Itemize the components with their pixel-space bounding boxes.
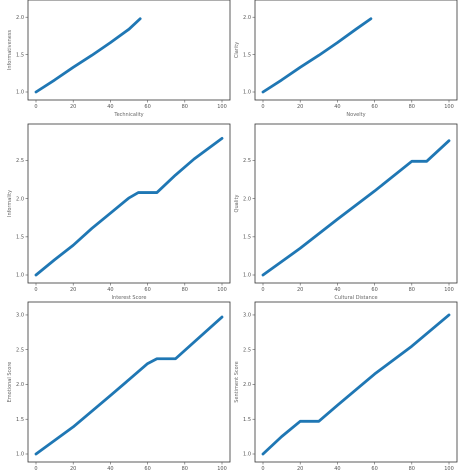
x-tick-label: 40 bbox=[107, 104, 113, 110]
x-tick-label: 20 bbox=[70, 104, 76, 110]
x-tick-label: 0 bbox=[34, 287, 37, 293]
y-tick-label: 2.0 bbox=[243, 196, 251, 202]
x-tick-label: 80 bbox=[182, 104, 188, 110]
y-axis-label: Quality bbox=[234, 195, 240, 213]
subplot-5: 0 20 40 60 80 100 1.0 1.5 2.0 2.5 3.0 Emotional Sco… bbox=[7, 301, 231, 472]
x-axis-label: Novelty bbox=[346, 112, 365, 118]
y-tick-label: 1.5 bbox=[243, 235, 251, 241]
x-axis-label: Interest Score bbox=[112, 295, 147, 301]
x-tick-label: 100 bbox=[217, 287, 227, 293]
y-tick-label: 2.5 bbox=[16, 347, 24, 353]
x-tick-label: 80 bbox=[409, 287, 415, 293]
y-tick-label: 2.5 bbox=[16, 158, 24, 164]
x-tick-label: 0 bbox=[261, 287, 264, 293]
data-series-line bbox=[34, 136, 224, 277]
y-tick-label: 1.0 bbox=[16, 273, 24, 279]
y-tick-label: 1.5 bbox=[16, 52, 24, 58]
data-series-line bbox=[261, 17, 373, 94]
y-tick-label: 1.5 bbox=[243, 52, 251, 58]
y-tick-label: 2.0 bbox=[16, 196, 24, 202]
x-tick-label: 100 bbox=[217, 466, 227, 472]
axes-frame bbox=[254, 0, 458, 101]
axes-frame bbox=[27, 0, 231, 101]
y-axis-label: Emotional Score bbox=[7, 362, 13, 403]
y-tick-label: 1.0 bbox=[16, 452, 24, 458]
x-tick-label: 60 bbox=[371, 104, 377, 110]
y-tick-label: 2.5 bbox=[243, 347, 251, 353]
subplot-6: 0 20 40 60 80 100 1.0 1.5 2.0 2.5 3.0 Sentiment Sco… bbox=[234, 301, 458, 472]
x-tick-label: 100 bbox=[444, 104, 454, 110]
x-tick-label: 40 bbox=[334, 287, 340, 293]
x-tick-label: 60 bbox=[144, 466, 150, 472]
x-tick-label: 20 bbox=[297, 104, 303, 110]
x-tick-label: 0 bbox=[261, 104, 264, 110]
x-tick-label: 80 bbox=[409, 104, 415, 110]
y-tick-label: 1.0 bbox=[243, 273, 251, 279]
y-axis-label: Sentiment Score bbox=[234, 361, 240, 402]
y-tick-label: 1.0 bbox=[243, 90, 251, 96]
x-tick-label: 20 bbox=[70, 466, 76, 472]
x-tick-label: 40 bbox=[334, 466, 340, 472]
y-axis-label: Informality bbox=[7, 190, 13, 217]
x-tick-label: 0 bbox=[34, 466, 37, 472]
x-axis-label: Technicality bbox=[113, 112, 143, 118]
y-tick-label: 2.0 bbox=[16, 382, 24, 388]
x-tick-label: 60 bbox=[371, 466, 377, 472]
x-tick-label: 100 bbox=[444, 287, 454, 293]
x-tick-label: 40 bbox=[107, 466, 113, 472]
subplot-1: 0 20 40 60 80 100 1.0 1.5 2.0 Technicality Informa… bbox=[7, 0, 231, 118]
x-tick-label: 100 bbox=[444, 466, 454, 472]
x-tick-label: 40 bbox=[107, 287, 113, 293]
y-tick-label: 1.5 bbox=[16, 417, 24, 423]
x-tick-label: 20 bbox=[297, 287, 303, 293]
subplot-4: 0 20 40 60 80 100 1.0 1.5 2.0 2.5 Cultural Distanc… bbox=[234, 123, 458, 301]
y-tick-label: 2.0 bbox=[243, 15, 251, 21]
x-tick-label: 20 bbox=[297, 466, 303, 472]
x-tick-label: 60 bbox=[144, 287, 150, 293]
data-series-line bbox=[261, 139, 451, 277]
y-axis-label: Clarity bbox=[234, 42, 240, 58]
x-tick-label: 80 bbox=[182, 466, 188, 472]
axes-frame bbox=[27, 123, 231, 284]
x-tick-label: 60 bbox=[144, 104, 150, 110]
subplot-2: 0 20 40 60 80 100 1.0 1.5 2.0 Novelty Clarity bbox=[234, 0, 458, 118]
data-series-line bbox=[34, 17, 142, 94]
x-tick-label: 0 bbox=[261, 466, 264, 472]
data-series-line bbox=[261, 313, 451, 456]
y-tick-label: 1.0 bbox=[243, 452, 251, 458]
y-tick-label: 1.0 bbox=[16, 90, 24, 96]
subplot-3: 0 20 40 60 80 100 1.0 1.5 2.0 2.5 Interest Score In… bbox=[7, 123, 231, 301]
axes-frame bbox=[254, 123, 458, 284]
y-tick-label: 1.5 bbox=[16, 235, 24, 241]
y-tick-label: 3.0 bbox=[16, 313, 24, 319]
y-tick-label: 3.0 bbox=[243, 313, 251, 319]
x-tick-label: 20 bbox=[70, 287, 76, 293]
y-axis-label: Informativeness bbox=[7, 30, 13, 71]
x-tick-label: 60 bbox=[371, 287, 377, 293]
y-tick-label: 2.0 bbox=[243, 382, 251, 388]
x-axis-label: Cultural Distance bbox=[334, 295, 377, 301]
y-tick-label: 2.0 bbox=[16, 15, 24, 21]
x-tick-label: 100 bbox=[217, 104, 227, 110]
x-tick-label: 0 bbox=[34, 104, 37, 110]
data-series-line bbox=[34, 315, 224, 456]
x-tick-label: 80 bbox=[409, 466, 415, 472]
axes-frame bbox=[27, 301, 231, 463]
y-tick-label: 2.5 bbox=[243, 158, 251, 164]
x-tick-label: 80 bbox=[182, 287, 188, 293]
x-tick-label: 40 bbox=[334, 104, 340, 110]
axes-frame bbox=[254, 301, 458, 463]
y-tick-label: 1.5 bbox=[243, 417, 251, 423]
